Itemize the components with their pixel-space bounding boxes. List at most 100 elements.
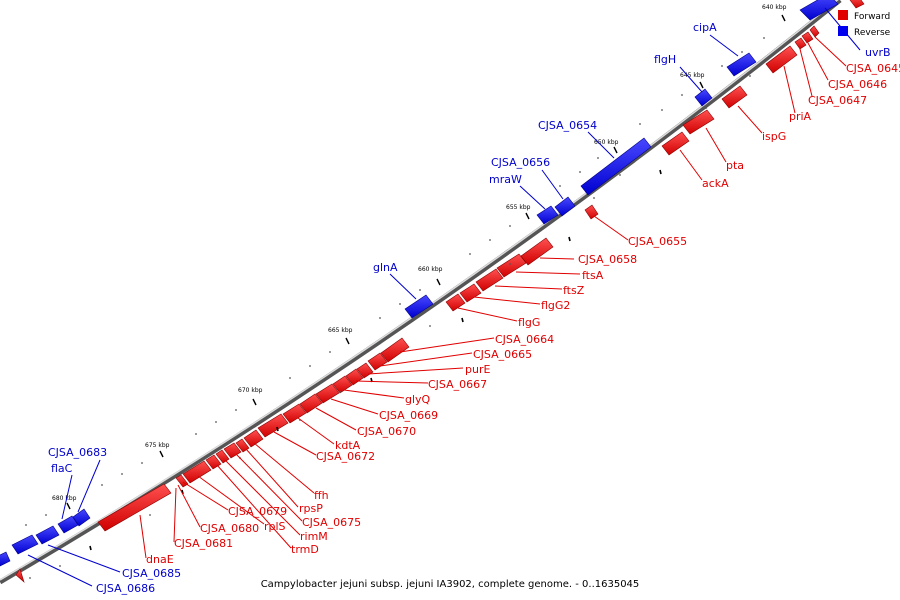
gene-kdtA[interactable] — [282, 403, 307, 424]
label-flgG2[interactable]: flgG2 — [541, 299, 570, 312]
label-flaC[interactable]: flaC — [51, 462, 73, 475]
gene-dnaE[interactable] — [97, 483, 172, 532]
label-CJSA_0664[interactable]: CJSA_0664 — [495, 333, 554, 346]
label-kdtA[interactable]: kdtA — [335, 439, 361, 452]
gene-uvrB[interactable] — [799, 0, 839, 21]
gene-CJSA_0672[interactable] — [257, 413, 289, 438]
gene-ftsZ[interactable] — [475, 268, 504, 292]
leader-lines-forward — [139, 36, 847, 559]
forward-labels: CJSA_0645 CJSA_0646 CJSA_0647 priA ispG … — [146, 62, 900, 566]
gene-rpsP[interactable] — [235, 438, 250, 453]
label-CJSA_0645[interactable]: CJSA_0645 — [846, 62, 900, 75]
gene-bottom-edge[interactable] — [15, 568, 25, 583]
label-glyQ[interactable]: glyQ — [405, 393, 431, 406]
gene-rimM[interactable] — [215, 449, 230, 464]
label-uvrB[interactable]: uvrB — [865, 46, 891, 59]
gene-CJSA_0685[interactable] — [35, 525, 60, 545]
gene-ffh[interactable] — [243, 429, 264, 448]
label-ftsA[interactable]: ftsA — [582, 269, 604, 282]
tick-680: 680 kbp — [52, 495, 77, 510]
label-CJSA_0655[interactable]: CJSA_0655 — [628, 235, 687, 248]
gene-ispG[interactable] — [721, 85, 748, 109]
reverse-genes — [0, 0, 839, 567]
gene-CJSA_0670[interactable] — [299, 393, 323, 414]
gene-flgG[interactable] — [445, 293, 466, 312]
label-rplS[interactable]: rplS — [264, 520, 286, 533]
label-ispG[interactable]: ispG — [762, 130, 786, 143]
label-pta[interactable]: pta — [726, 159, 744, 172]
genome-backbone — [0, 0, 842, 585]
gene-priA[interactable] — [765, 45, 798, 74]
gene-CJSA_0647[interactable] — [794, 37, 807, 50]
label-rimM[interactable]: rimM — [300, 530, 328, 543]
gene-ackA[interactable] — [661, 131, 690, 156]
label-CJSA_0685[interactable]: CJSA_0685 — [122, 567, 181, 580]
gene-CJSA_0665[interactable] — [367, 352, 388, 371]
label-flgH[interactable]: flgH — [654, 53, 676, 66]
tick-label-650: 650 kbp — [594, 139, 619, 146]
label-CJSA_0675[interactable]: CJSA_0675 — [302, 516, 361, 529]
label-CJSA_0656[interactable]: CJSA_0656 — [491, 156, 550, 169]
legend-forward-label: Forward — [854, 12, 890, 22]
label-CJSA_0654[interactable]: CJSA_0654 — [538, 119, 597, 132]
gene-top-edge[interactable] — [849, 0, 865, 9]
label-CJSA_0670[interactable]: CJSA_0670 — [357, 425, 416, 438]
label-CJSA_0658[interactable]: CJSA_0658 — [578, 253, 637, 266]
label-ffh[interactable]: ffh — [314, 489, 329, 502]
label-CJSA_0680[interactable]: CJSA_0680 — [200, 522, 259, 535]
gene-pta[interactable] — [682, 109, 715, 135]
gene-glyQ[interactable] — [332, 375, 353, 394]
gene-CJSA_0686[interactable] — [11, 534, 39, 555]
label-CJSA_0672[interactable]: CJSA_0672 — [316, 450, 375, 463]
label-ackA[interactable]: ackA — [702, 177, 729, 190]
label-priA[interactable]: priA — [789, 110, 812, 123]
label-CJSA_0681[interactable]: CJSA_0681 — [174, 537, 233, 550]
label-cipA[interactable]: cipA — [693, 21, 717, 34]
label-dnaE[interactable]: dnaE — [146, 553, 174, 566]
tick-650: 650 kbp — [594, 139, 619, 154]
gene-flaC[interactable] — [57, 515, 79, 534]
gene-CJSA_0667[interactable] — [345, 368, 364, 386]
gene-CJSA_0679[interactable] — [175, 474, 189, 488]
label-CJSA_0686[interactable]: CJSA_0686 — [96, 582, 155, 595]
gene-glnA[interactable] — [404, 294, 434, 319]
label-CJSA_0647[interactable]: CJSA_0647 — [808, 94, 867, 107]
label-glnA[interactable]: glnA — [373, 261, 398, 274]
gene-CJSA_0645[interactable] — [809, 25, 820, 38]
tick-label-655: 655 kbp — [506, 204, 531, 211]
gene-CJSA_0656[interactable] — [554, 196, 576, 217]
gene-CJSA_0664[interactable] — [380, 337, 410, 363]
gene-CJSA_0669[interactable] — [315, 383, 340, 404]
gene-ftsA[interactable] — [496, 253, 527, 278]
label-CJSA_0646[interactable]: CJSA_0646 — [828, 78, 887, 91]
label-CJSA_0669[interactable]: CJSA_0669 — [379, 409, 438, 422]
gene-cipA[interactable] — [726, 52, 757, 77]
label-rpsP[interactable]: rpsP — [299, 502, 323, 515]
minor-ticks — [25, 37, 765, 526]
tick-label-640: 640 kbp — [762, 4, 787, 11]
tick-label-680: 680 kbp — [52, 495, 77, 502]
label-CJSA_0665[interactable]: CJSA_0665 — [473, 348, 532, 361]
label-purE[interactable]: purE — [465, 363, 490, 376]
legend-reverse-swatch — [838, 26, 848, 36]
label-ftsZ[interactable]: ftsZ — [563, 284, 585, 297]
label-mraW[interactable]: mraW — [489, 173, 522, 186]
gene-CJSA_0658[interactable] — [520, 237, 554, 266]
gene-CJSA_0654[interactable] — [580, 137, 652, 196]
label-CJSA_0679[interactable]: CJSA_0679 — [228, 505, 287, 518]
label-CJSA_0683[interactable]: CJSA_0683 — [48, 446, 107, 459]
tick-665: 665 kbp — [328, 327, 353, 345]
label-trmD[interactable]: trmD — [291, 543, 319, 556]
label-CJSA_0667[interactable]: CJSA_0667 — [428, 378, 487, 391]
gene-flgG2[interactable] — [459, 283, 482, 303]
gene-left-edge[interactable] — [0, 551, 11, 567]
legend-forward-swatch — [838, 10, 848, 20]
gene-CJSA_0655[interactable] — [584, 204, 599, 220]
genome-caption: Campylobacter jejuni subsp. jejuni IA390… — [261, 579, 640, 590]
tick-660: 660 kbp — [418, 266, 443, 286]
label-flgG[interactable]: flgG — [518, 316, 540, 329]
tick-label-660: 660 kbp — [418, 266, 443, 273]
gene-rplS[interactable] — [182, 460, 212, 484]
gene-mraW[interactable] — [536, 205, 559, 225]
gene-CJSA_0646[interactable] — [801, 31, 814, 44]
